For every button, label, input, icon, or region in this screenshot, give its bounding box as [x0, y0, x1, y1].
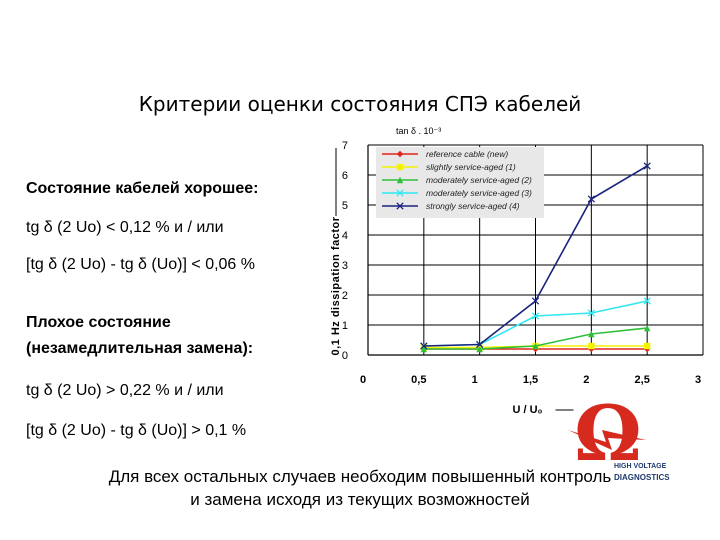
- x-tick-label: 0: [360, 374, 366, 386]
- logo-text-line1: HIGH VOLTAGE: [614, 463, 667, 470]
- chart-legend: reference cable (new) slightly service-ag…: [376, 147, 544, 218]
- x-axis-label: U / U₀: [512, 404, 542, 416]
- hv-diagnostics-logo: Ω HIGH VOLTAGE DIAGNOSTICS: [568, 396, 670, 482]
- bad-criterion-2: [tg δ (2 Uo) - tg δ (Uo)] > 0,1 %: [26, 422, 247, 439]
- data-point: [420, 345, 428, 353]
- data-point: [420, 342, 428, 350]
- data-point: [532, 342, 539, 350]
- y-axis-label: 0,1 Hz dissipation factor: [330, 216, 342, 355]
- bad-criterion-1: tg δ (2 Uo) > 0,22 % и / или: [26, 382, 224, 399]
- y-tick-label: 4: [342, 230, 348, 242]
- x-tick-label: 2: [583, 374, 589, 386]
- data-point: [396, 163, 404, 171]
- y-tick-label: 6: [342, 170, 348, 182]
- legend-label: reference cable (new): [426, 149, 508, 159]
- data-point: [476, 345, 483, 353]
- x-tick-label: 2,5: [635, 374, 650, 386]
- y-tick-label: 7: [342, 140, 348, 152]
- legend-label: moderately service-aged (3): [426, 188, 532, 198]
- data-point: [396, 150, 404, 158]
- data-point: [643, 342, 651, 350]
- legend-label: moderately service-aged (2): [426, 175, 532, 185]
- data-point: [531, 312, 540, 320]
- data-point: [587, 195, 595, 203]
- legend-label: slightly service-aged (1): [426, 162, 516, 172]
- y-tick-label: 0: [342, 350, 348, 362]
- good-criterion-1: tg δ (2 Uo) < 0,12 % и / или: [26, 219, 224, 236]
- data-point: [587, 309, 595, 317]
- footer-line-1: Для всех остальных случаев необходим пов…: [108, 467, 612, 486]
- slide-title: Критерии оценки состояния СПЭ кабелей: [138, 92, 582, 116]
- data-point: [396, 202, 404, 210]
- x-tick-label: 1: [472, 374, 478, 386]
- data-point: [643, 324, 651, 332]
- data-point: [396, 176, 404, 184]
- y-unit-label: tan δ . 10⁻³: [396, 126, 441, 136]
- bad-condition-heading-1: Плохое состояние: [26, 314, 171, 331]
- data-point: [643, 297, 651, 305]
- x-tick-label: 3: [695, 374, 701, 386]
- good-criterion-2: [tg δ (2 Uo) - tg δ (Uo)] < 0,06 %: [26, 256, 255, 273]
- footer-line-2: и замена исходя из текущих возможностей: [190, 490, 530, 509]
- lightning-bolt-icon: [568, 430, 646, 450]
- chart-axes: [367, 145, 703, 356]
- data-point: [588, 342, 595, 350]
- legend-label: strongly service-aged (4): [426, 201, 520, 211]
- y-tick-label: 3: [342, 260, 348, 272]
- data-point: [531, 297, 540, 305]
- y-tick-label: 1: [342, 320, 348, 332]
- data-point: [396, 189, 404, 197]
- dissipation-factor-chart: reference cable (new) slightly service-ag…: [330, 126, 704, 416]
- logo-text-line2: DIAGNOSTICS: [614, 473, 670, 482]
- x-tick-label: 0,5: [411, 374, 426, 386]
- y-tick-label: 5: [342, 200, 348, 212]
- y-tick-label: 2: [342, 290, 348, 302]
- footer-note: Для всех остальных случаев необходим пов…: [0, 465, 720, 511]
- good-condition-heading: Состояние кабелей хорошее:: [26, 180, 259, 197]
- data-point: [476, 340, 484, 349]
- x-tick-label: 1,5: [523, 374, 538, 386]
- bad-condition-heading-2: (незамедлительная замена):: [26, 340, 254, 357]
- data-point: [643, 162, 651, 170]
- data-point: [588, 330, 595, 338]
